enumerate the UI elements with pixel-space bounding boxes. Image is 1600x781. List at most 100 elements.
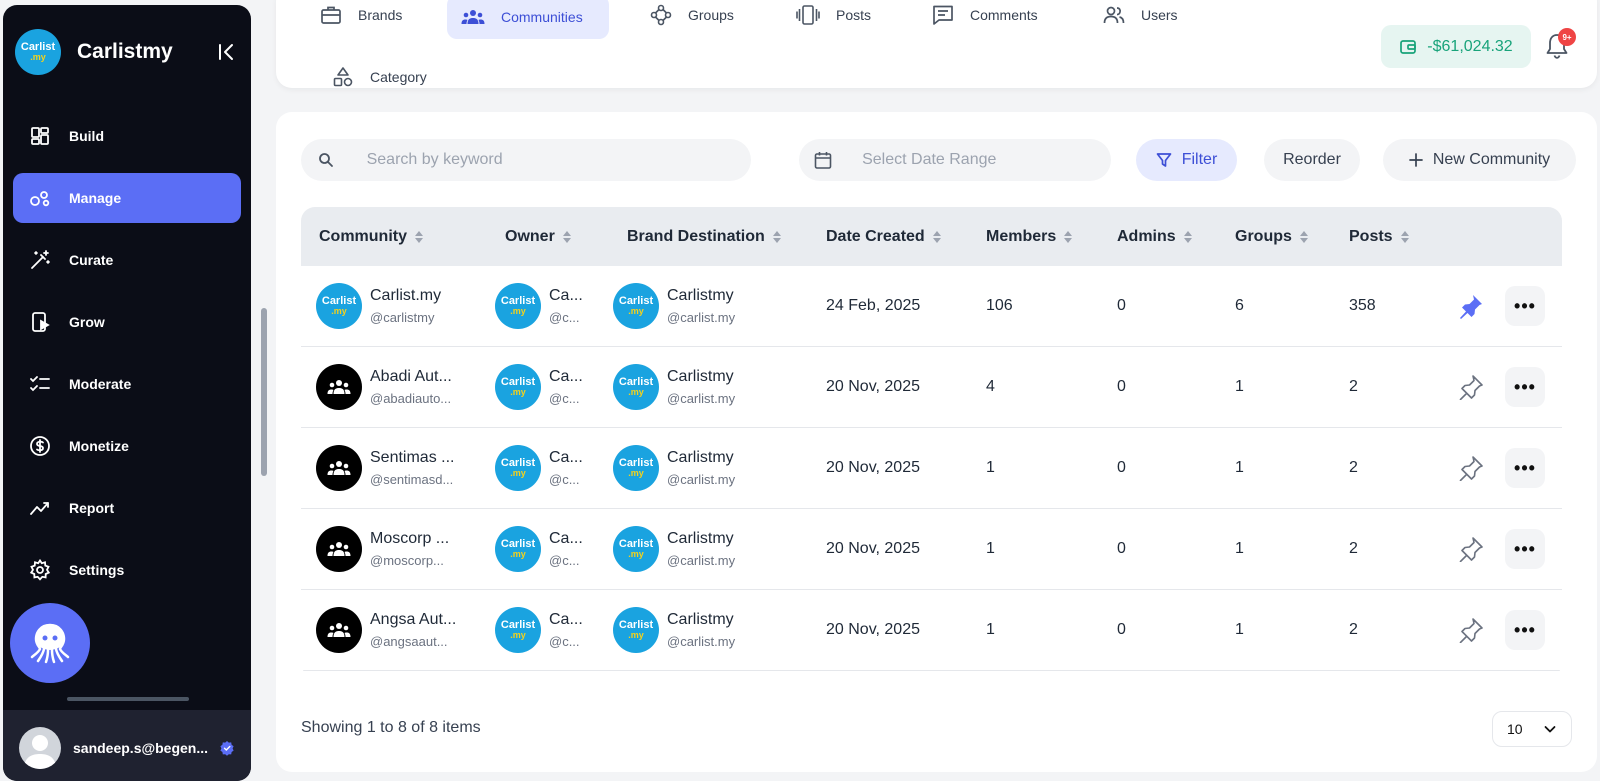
brand-cell[interactable]: Carlist .my Carlistmy @carlist.my [613, 266, 793, 346]
wallet-icon [1399, 38, 1417, 56]
admins-count: 0 [1117, 459, 1126, 476]
sidebar-item-label: Curate [69, 252, 114, 268]
table-row[interactable]: Angsa Aut... @angsaaut... Carlist .my Ca.… [301, 590, 1562, 671]
wallet-balance[interactable]: -$61,024.32 [1381, 25, 1531, 68]
octopus-icon [30, 623, 70, 664]
brand-cell[interactable]: Carlist .my Carlistmy @carlist.my [613, 509, 793, 589]
brand-logo[interactable]: Carlist .my [15, 29, 61, 75]
sidebar-item-manage[interactable]: Manage [13, 173, 241, 223]
brand-name: Carlistmy [667, 287, 734, 304]
community-cell[interactable]: Sentimas ... @sentimasd... [316, 428, 496, 508]
more-options-button[interactable]: ••• [1505, 529, 1545, 569]
chevron-down-icon [1543, 722, 1557, 739]
col-members[interactable]: Members [986, 207, 1073, 266]
date-created: 24 Feb, 2025 [826, 297, 921, 314]
tab-posts[interactable]: Posts [782, 0, 885, 35]
sidebar-item-moderate[interactable]: Moderate [13, 359, 241, 409]
search-input[interactable] [350, 151, 751, 169]
filter-button[interactable]: Filter [1136, 139, 1237, 181]
tab-communities[interactable]: Communities [447, 0, 609, 39]
more-options-button[interactable]: ••• [1505, 286, 1545, 326]
more-options-button[interactable]: ••• [1505, 610, 1545, 650]
page-size-select[interactable]: 10 [1492, 711, 1572, 747]
table-row[interactable]: Abadi Aut... @abadiauto... Carlist .my Ca… [301, 347, 1562, 428]
logo-text: Carlist [618, 457, 654, 469]
magic-wand-icon [27, 247, 53, 273]
pin-button[interactable] [1455, 452, 1487, 484]
table-row[interactable]: Moscorp ... @moscorp... Carlist .my Ca...… [301, 509, 1562, 590]
community-name: Carlist.my [370, 287, 442, 304]
date-range-input[interactable] [846, 151, 1111, 169]
tab-category[interactable]: Category [318, 57, 441, 97]
filter-label: Filter [1181, 151, 1218, 168]
pin-button[interactable] [1455, 533, 1487, 565]
sidebar-item-monetize[interactable]: Monetize [13, 421, 241, 471]
tab-groups[interactable]: Groups [636, 0, 748, 35]
col-owner[interactable]: Owner [505, 207, 571, 266]
tab-comments[interactable]: Comments [918, 0, 1052, 35]
logo-suffix: .my [331, 306, 347, 316]
owner-avatar: Carlist .my [495, 607, 541, 653]
community-cell[interactable]: Moscorp ... @moscorp... [316, 509, 496, 589]
groups-count: 1 [1235, 621, 1244, 638]
more-options-button[interactable]: ••• [1505, 448, 1545, 488]
owner-cell[interactable]: Carlist .my Ca... @c... [495, 266, 595, 346]
pin-filled-icon [1460, 295, 1482, 319]
logo-suffix: .my [510, 549, 526, 559]
sidebar-item-build[interactable]: Build [13, 111, 241, 161]
pin-button[interactable] [1455, 290, 1487, 322]
gear-icon [27, 557, 53, 583]
community-cell[interactable]: Angsa Aut... @angsaaut... [316, 590, 496, 670]
logo-text: Carlist [618, 538, 654, 550]
user-profile[interactable]: sandeep.s@begen... [3, 710, 251, 781]
brand-handle: @carlist.my [667, 391, 736, 406]
community-cell[interactable]: Abadi Aut... @abadiauto... [316, 347, 496, 427]
table-row[interactable]: Sentimas ... @sentimasd... Carlist .my Ca… [301, 428, 1562, 509]
brand-cell[interactable]: Carlist .my Carlistmy @carlist.my [613, 590, 793, 670]
brand-cell[interactable]: Carlist .my Carlistmy @carlist.my [613, 428, 793, 508]
assistant-octopus-button[interactable] [10, 603, 90, 683]
tab-label: Posts [836, 7, 872, 23]
col-label: Owner [505, 227, 555, 245]
col-groups[interactable]: Groups [1235, 207, 1308, 266]
owner-cell[interactable]: Carlist .my Ca... @c... [495, 590, 595, 670]
community-handle: @moscorp... [370, 553, 444, 568]
more-options-button[interactable]: ••• [1505, 367, 1545, 407]
pin-button[interactable] [1455, 371, 1487, 403]
col-admins[interactable]: Admins [1117, 207, 1192, 266]
sidebar-item-curate[interactable]: Curate [13, 235, 241, 285]
col-community[interactable]: Community [319, 207, 423, 266]
col-date-created[interactable]: Date Created [826, 207, 941, 266]
new-community-button[interactable]: New Community [1383, 139, 1576, 181]
community-name: Moscorp ... [370, 530, 450, 547]
sidebar-item-report[interactable]: Report [13, 483, 241, 533]
sidebar-item-settings[interactable]: Settings [13, 545, 241, 595]
owner-cell[interactable]: Carlist .my Ca... @c... [495, 428, 595, 508]
logo-text: Carlist [500, 538, 536, 550]
logo-text: Carlist [500, 619, 536, 631]
collapse-sidebar-icon[interactable] [213, 38, 241, 66]
pin-outline-icon [1459, 537, 1483, 562]
sidebar-scroll-handle[interactable] [67, 697, 189, 701]
sort-icon [1064, 230, 1073, 243]
owner-name: Ca... [549, 368, 583, 385]
notifications-button[interactable]: 9+ [1544, 28, 1576, 62]
owner-cell[interactable]: Carlist .my Ca... @c... [495, 509, 595, 589]
col-posts[interactable]: Posts [1349, 207, 1409, 266]
sidebar-item-grow[interactable]: Grow [13, 297, 241, 347]
col-brand-destination[interactable]: Brand Destination [627, 207, 781, 266]
owner-cell[interactable]: Carlist .my Ca... @c... [495, 347, 595, 427]
tab-users[interactable]: Users [1089, 0, 1192, 35]
posts-count: 2 [1349, 459, 1358, 476]
tab-brands[interactable]: Brands [306, 0, 416, 35]
logo-text: Carlist [500, 295, 536, 307]
pin-button[interactable] [1455, 614, 1487, 646]
community-cell[interactable]: Carlist .my Carlist.my @carlistmy [316, 266, 496, 346]
reorder-button[interactable]: Reorder [1264, 139, 1360, 181]
table-row[interactable]: Carlist .my Carlist.my @carlistmy Carlist… [301, 266, 1562, 347]
page-scrollbar[interactable] [261, 308, 267, 476]
page-size-value: 10 [1507, 721, 1523, 737]
brand-cell[interactable]: Carlist .my Carlistmy @carlist.my [613, 347, 793, 427]
owner-name: Ca... [549, 287, 583, 304]
table-body: Carlist .my Carlist.my @carlistmy Carlist… [301, 266, 1562, 671]
